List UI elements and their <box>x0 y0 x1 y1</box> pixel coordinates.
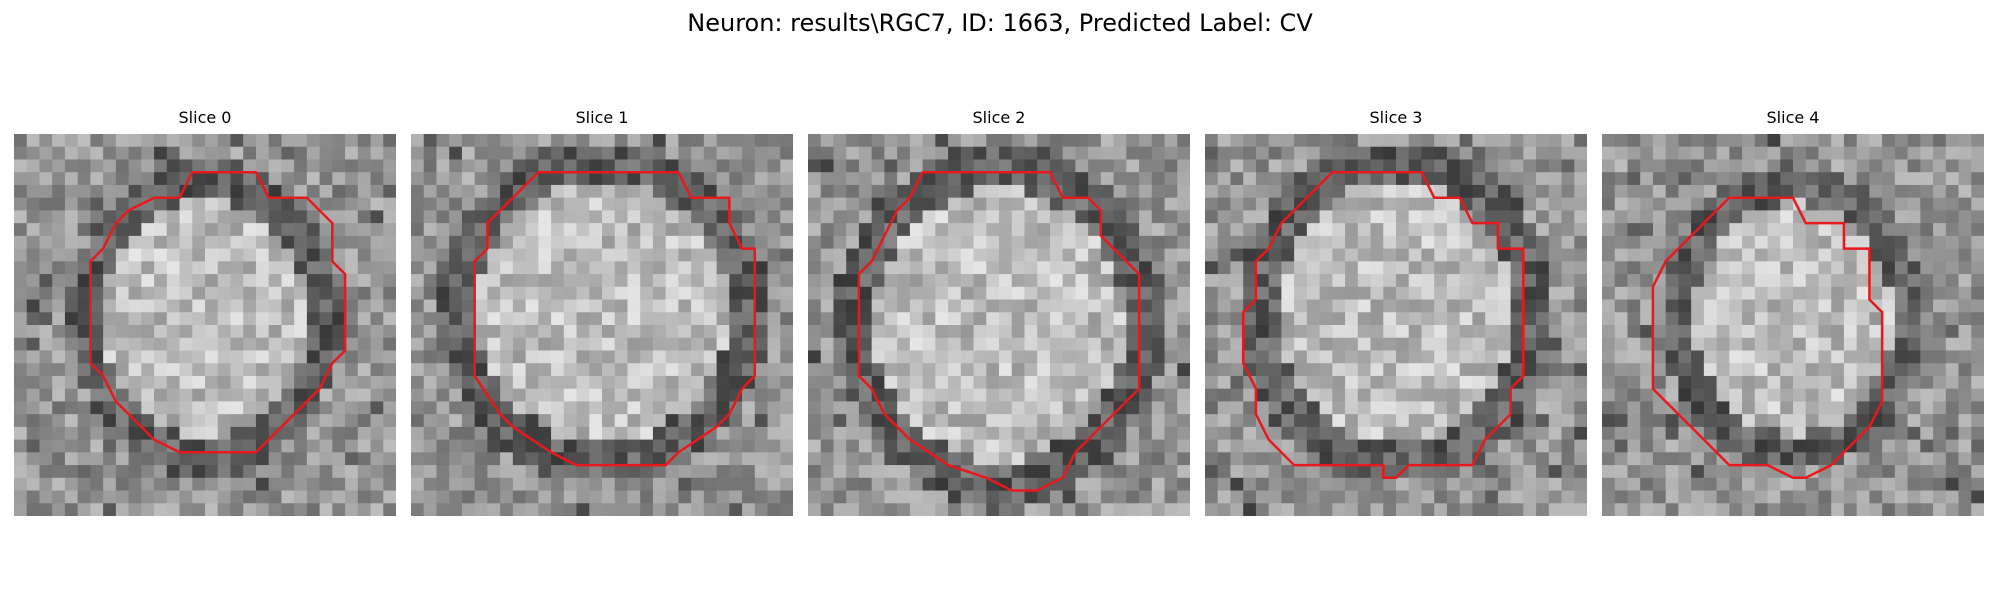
slice-image-4 <box>1602 134 1984 516</box>
slice-panel-2: Slice 2 <box>808 108 1190 526</box>
slice-image-3 <box>1205 134 1587 516</box>
slice-panel-4: Slice 4 <box>1602 108 1984 526</box>
segmentation-contour-0 <box>89 170 347 454</box>
slice-title-2: Slice 2 <box>972 108 1026 127</box>
slice-title-4: Slice 4 <box>1766 108 1820 127</box>
segmentation-contour-4 <box>1651 196 1884 480</box>
figure-title: Neuron: results\RGC7, ID: 1663, Predicte… <box>687 9 1313 37</box>
segmentation-contour-2 <box>857 170 1141 492</box>
slice-panel-3: Slice 3 <box>1205 108 1587 526</box>
segmentation-contour-1 <box>473 170 757 467</box>
slice-title-1: Slice 1 <box>575 108 629 127</box>
slice-title-3: Slice 3 <box>1369 108 1423 127</box>
slice-image-2 <box>808 134 1190 516</box>
slice-image-1 <box>411 134 793 516</box>
slice-title-0: Slice 0 <box>178 108 232 127</box>
slice-image-0 <box>14 134 396 516</box>
slice-panel-0: Slice 0 <box>14 108 396 526</box>
slice-panel-1: Slice 1 <box>411 108 793 526</box>
segmentation-contour-3 <box>1241 170 1525 480</box>
